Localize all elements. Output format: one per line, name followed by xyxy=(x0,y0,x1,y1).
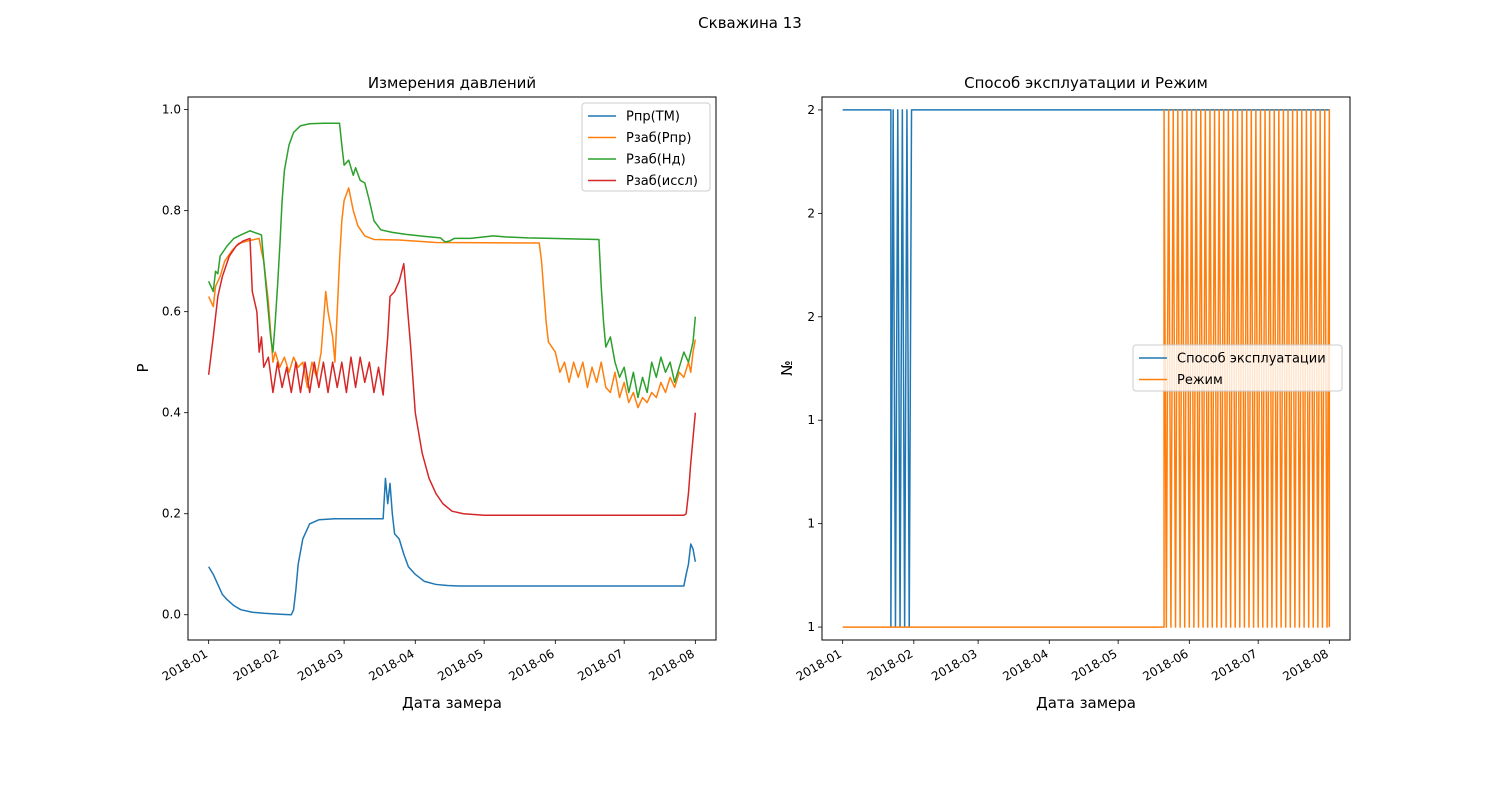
pressure-chart-legend-label: Рзаб(Нд) xyxy=(626,153,686,168)
pressure-chart-legend-label: Рпр(ТМ) xyxy=(626,110,680,125)
mode-chart-x-axis-label: Дата замера xyxy=(1036,694,1136,712)
mode-chart-y-ticks: 1 1 1 2 2 2 xyxy=(807,103,822,634)
pressure-chart-y-tick-label: 0.2 xyxy=(162,507,181,521)
pressure-chart-y-tick-label: 0.6 xyxy=(162,305,181,319)
pressure-chart-frame xyxy=(187,96,717,641)
mode-chart-legend-box xyxy=(1132,344,1343,392)
mode-chart-y-tick-label: 2 xyxy=(807,206,815,220)
mode-chart-frame xyxy=(821,96,1351,641)
pressure-chart-series-0-line xyxy=(208,477,697,616)
pressure-chart-y-tick-label: 1.0 xyxy=(162,103,181,117)
mode-chart-y-tick-label: 1 xyxy=(807,620,815,634)
pressure-chart-y-tick-label: 0.4 xyxy=(162,406,181,420)
mode-chart-y-axis-label: № xyxy=(778,360,796,376)
mode-chart-y-tick-label: 2 xyxy=(807,310,815,324)
figure-title: Скважина 13 xyxy=(698,14,802,32)
pressure-chart-y-tick-label: 0.8 xyxy=(162,204,181,218)
pressure-chart-series-3-line xyxy=(207,237,697,516)
pressure-chart-y-ticks: 0.0 0.2 0.4 0.6 0.8 1.0 xyxy=(162,103,188,622)
pressure-chart-x-axis-label: Дата замера xyxy=(402,694,502,712)
mode-chart-legend: Способ эксплуатации Режим xyxy=(1132,344,1343,392)
pressure-chart-legend-box xyxy=(581,102,711,192)
pressure-chart-legend-label: Рзаб(Рпр) xyxy=(626,131,691,146)
mode-chart-legend-label: Режим xyxy=(1177,373,1223,388)
pressure-chart-y-tick-label: 0.0 xyxy=(162,608,181,622)
mode-chart-y-tick-label: 1 xyxy=(807,517,815,531)
pressure-chart-legend-label: Рзаб(иссл) xyxy=(626,174,698,189)
mode-chart-legend-label: Способ эксплуатации xyxy=(1177,352,1326,367)
mode-chart-y-tick-label: 1 xyxy=(807,413,815,427)
pressure-chart-y-axis-label: P xyxy=(134,363,152,372)
pressure-chart-series-2-line xyxy=(207,122,697,399)
mode-chart-title: Способ эксплуатации и Режим xyxy=(964,74,1208,92)
pressure-chart-marks xyxy=(207,122,697,616)
mode-chart-y-tick-label: 2 xyxy=(807,103,815,117)
pressure-chart-legend: Рпр(ТМ) Рзаб(Рпр) Рзаб(Нд) Рзаб(иссл) xyxy=(581,102,711,192)
pressure-chart-title: Измерения давлений xyxy=(368,74,536,92)
